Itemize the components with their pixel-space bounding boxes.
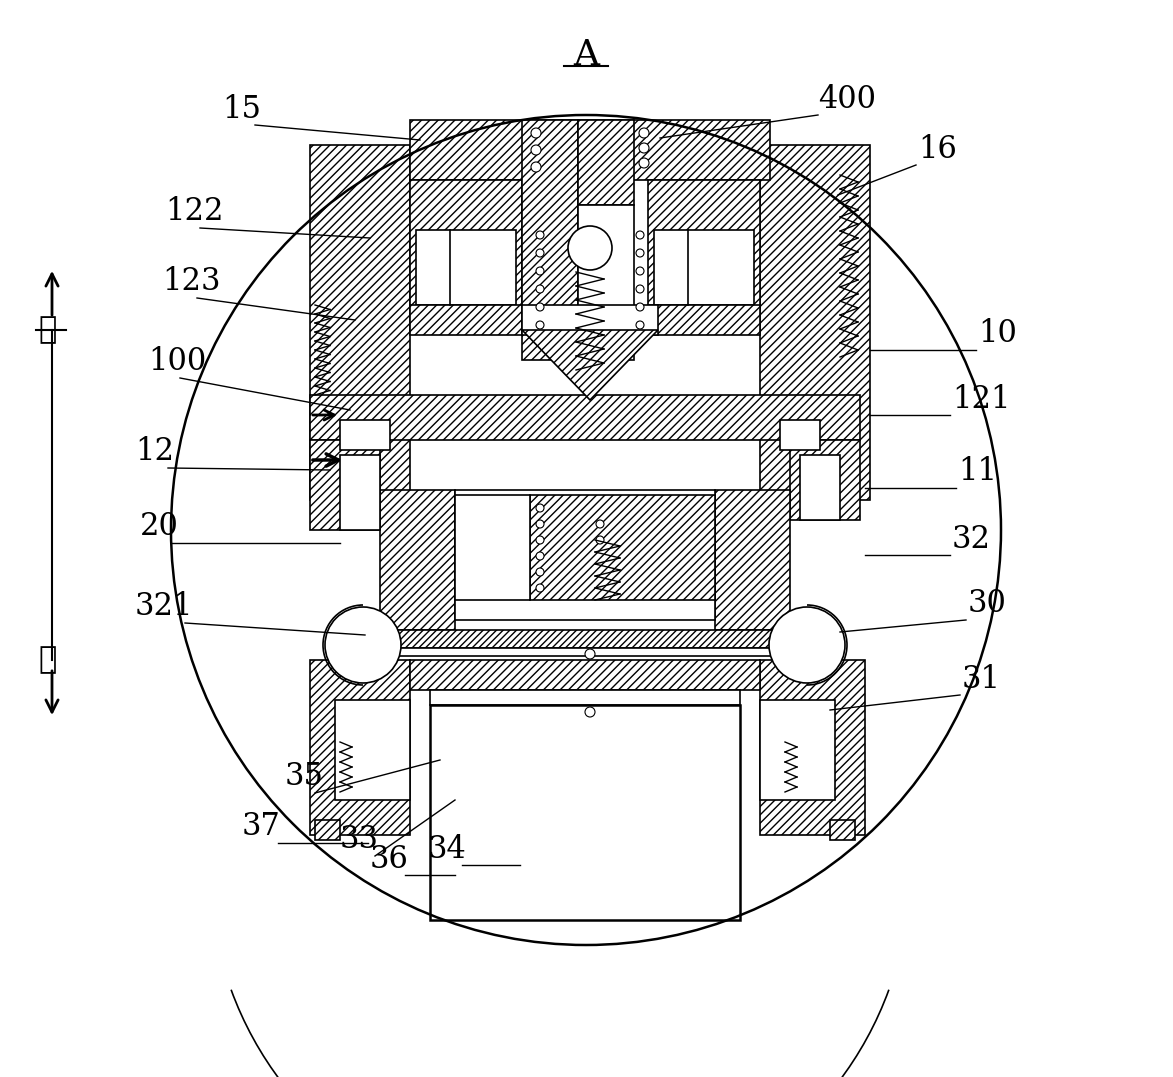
Bar — [380, 490, 455, 630]
Bar — [522, 120, 578, 360]
Text: A: A — [572, 38, 599, 72]
Circle shape — [636, 267, 644, 275]
Circle shape — [639, 128, 649, 138]
Circle shape — [536, 553, 544, 560]
Circle shape — [531, 145, 541, 155]
Bar — [655, 230, 754, 305]
Circle shape — [531, 162, 541, 172]
Text: 100: 100 — [148, 346, 206, 377]
Bar — [578, 120, 633, 205]
Text: 12: 12 — [135, 436, 174, 467]
Text: 16: 16 — [918, 134, 957, 165]
Circle shape — [636, 249, 644, 257]
Bar — [380, 648, 789, 656]
Circle shape — [585, 707, 595, 717]
Text: 33: 33 — [340, 824, 379, 855]
Bar — [430, 690, 740, 705]
Bar — [335, 700, 411, 800]
Text: 32: 32 — [952, 524, 991, 555]
Text: 321: 321 — [135, 591, 194, 623]
Circle shape — [639, 158, 649, 168]
Bar — [380, 630, 789, 648]
Bar — [647, 305, 760, 335]
Bar — [411, 305, 522, 335]
Bar — [647, 180, 760, 310]
Polygon shape — [522, 330, 658, 400]
Bar — [760, 700, 835, 800]
Circle shape — [639, 143, 649, 153]
Circle shape — [536, 321, 544, 328]
Bar — [780, 420, 820, 450]
Bar — [411, 180, 522, 310]
Circle shape — [536, 504, 544, 512]
Bar — [340, 420, 389, 450]
Circle shape — [536, 568, 544, 576]
Bar — [455, 490, 716, 620]
Bar — [310, 660, 411, 835]
Text: 123: 123 — [162, 266, 221, 297]
Bar — [800, 454, 840, 520]
Bar — [310, 395, 860, 440]
Circle shape — [636, 230, 644, 239]
Bar — [789, 440, 860, 520]
Circle shape — [596, 536, 604, 544]
Text: 122: 122 — [165, 196, 224, 227]
Bar — [522, 305, 658, 335]
Circle shape — [536, 249, 544, 257]
Circle shape — [536, 584, 544, 592]
Text: 下: 下 — [39, 645, 57, 674]
Circle shape — [636, 285, 644, 293]
Polygon shape — [530, 495, 716, 600]
Text: 400: 400 — [818, 84, 876, 115]
Text: 34: 34 — [428, 834, 467, 865]
Bar — [760, 145, 870, 500]
Circle shape — [536, 303, 544, 311]
Bar — [830, 820, 855, 840]
Bar — [430, 705, 740, 920]
Bar — [310, 440, 380, 530]
Bar — [416, 230, 516, 305]
Circle shape — [769, 607, 845, 683]
Text: 30: 30 — [968, 588, 1006, 619]
Text: 36: 36 — [369, 844, 409, 875]
Circle shape — [536, 536, 544, 544]
Circle shape — [536, 267, 544, 275]
Text: 20: 20 — [140, 510, 178, 542]
Bar — [578, 205, 633, 360]
Text: 121: 121 — [952, 384, 1010, 415]
Circle shape — [568, 226, 612, 270]
Text: 31: 31 — [962, 665, 1001, 695]
Circle shape — [636, 303, 644, 311]
Bar — [716, 490, 789, 630]
Text: 上: 上 — [39, 316, 57, 345]
Text: 35: 35 — [285, 761, 324, 792]
Bar — [760, 660, 865, 835]
Text: 37: 37 — [242, 811, 280, 842]
Bar — [411, 120, 769, 180]
Circle shape — [531, 128, 541, 138]
Circle shape — [536, 285, 544, 293]
Bar — [316, 820, 340, 840]
Circle shape — [636, 321, 644, 328]
Circle shape — [536, 520, 544, 528]
Text: 15: 15 — [222, 94, 262, 125]
Circle shape — [585, 649, 595, 659]
Bar — [455, 495, 530, 600]
Circle shape — [596, 520, 604, 528]
Bar — [310, 145, 411, 500]
Circle shape — [325, 607, 401, 683]
Text: 10: 10 — [978, 318, 1017, 349]
Bar — [411, 660, 760, 690]
Bar — [340, 454, 380, 530]
Circle shape — [536, 230, 544, 239]
Text: 11: 11 — [958, 456, 997, 487]
